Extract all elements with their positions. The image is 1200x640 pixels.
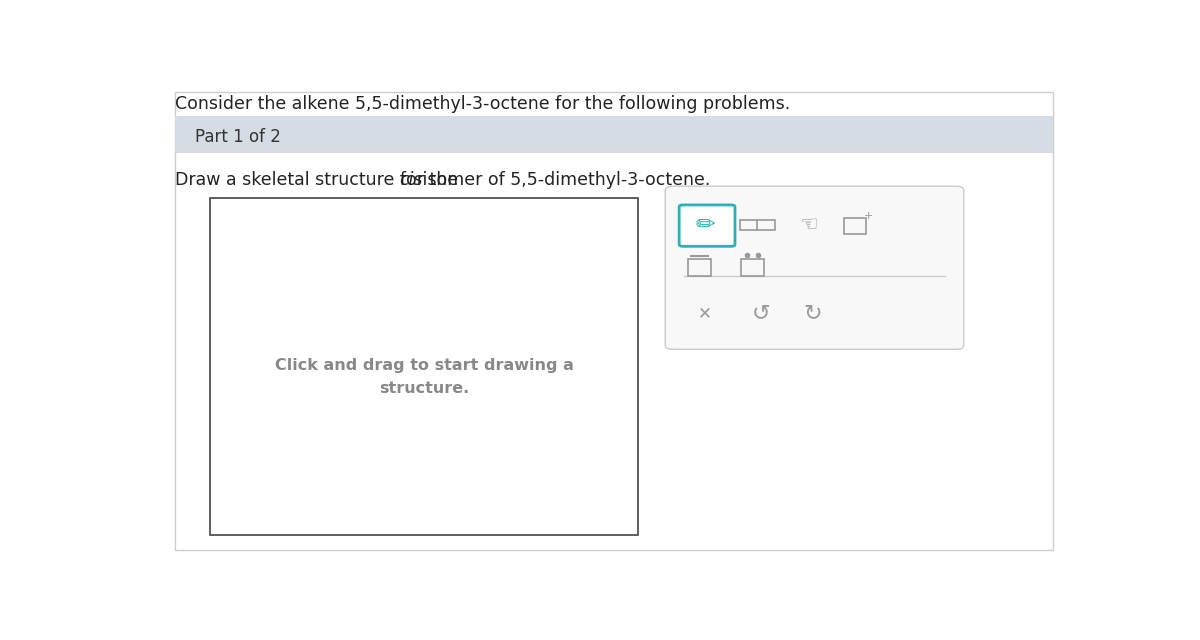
FancyBboxPatch shape xyxy=(665,186,964,349)
Text: Consider the alkene 5,5-dimethyl-3-octene for the following problems.: Consider the alkene 5,5-dimethyl-3-octen… xyxy=(175,95,791,113)
Bar xyxy=(844,218,866,234)
Text: structure.: structure. xyxy=(379,381,469,396)
Text: isomer of 5,5-dimethyl-3-octene.: isomer of 5,5-dimethyl-3-octene. xyxy=(416,172,710,189)
Text: ↻: ↻ xyxy=(804,303,822,323)
Text: Draw a skeletal structure for the: Draw a skeletal structure for the xyxy=(175,172,463,189)
Bar xyxy=(175,116,1054,153)
Text: +: + xyxy=(864,211,874,221)
FancyBboxPatch shape xyxy=(175,92,1054,550)
Bar xyxy=(742,259,764,276)
Text: ☜: ☜ xyxy=(799,214,818,235)
Bar xyxy=(689,259,710,276)
Text: cis: cis xyxy=(398,172,422,189)
Text: Click and drag to start drawing a: Click and drag to start drawing a xyxy=(275,358,574,372)
Text: ↺: ↺ xyxy=(751,303,770,323)
Text: ✏: ✏ xyxy=(695,212,715,237)
Text: ✕: ✕ xyxy=(698,305,712,323)
Text: Part 1 of 2: Part 1 of 2 xyxy=(194,129,281,147)
Bar xyxy=(210,198,638,535)
FancyBboxPatch shape xyxy=(679,205,734,246)
